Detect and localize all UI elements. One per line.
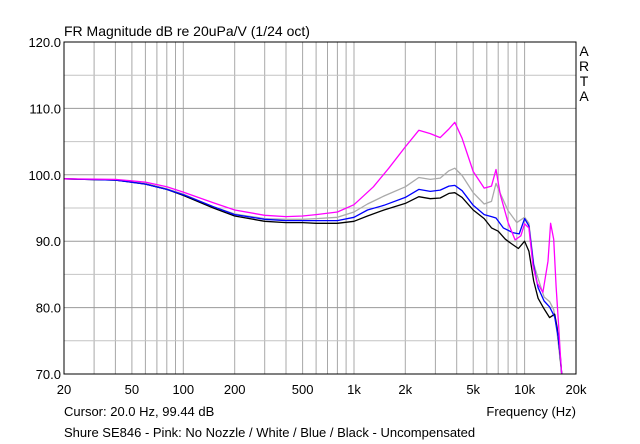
x-tick-label: 20k [566, 382, 587, 397]
x-tick-label: 1k [347, 382, 361, 397]
y-tick-label: 120.0 [28, 35, 61, 50]
series-line-black [63, 178, 563, 375]
x-axis-label: Frequency (Hz) [486, 404, 576, 419]
grid [64, 42, 576, 374]
x-tick-label: 20 [57, 382, 71, 397]
x-tick-label: 500 [292, 382, 314, 397]
cursor-readout: Cursor: 20.0 Hz, 99.44 dB [64, 404, 214, 419]
y-tick-label: 80.0 [36, 301, 61, 316]
watermark-letter: A [579, 43, 589, 59]
x-tick-label: 2k [398, 382, 412, 397]
plot-frame [63, 41, 577, 375]
y-tick-labels: 70.0 80.0 90.0 100.0 110.0 120.0 [28, 35, 61, 382]
x-tick-labels: 20 50 100 200 500 1k 2k 5k 10k 20k [57, 382, 587, 397]
chart-title: FR Magnitude dB re 20uPa/V (1/24 oct) [64, 23, 310, 39]
x-tick-label: 200 [224, 382, 246, 397]
series-line-pink-no-nozzle [63, 121, 563, 375]
watermark-letter: A [579, 88, 589, 104]
footer-caption: Shure SE846 - Pink: No Nozzle / White / … [64, 425, 475, 440]
x-tick-label: 100 [172, 382, 194, 397]
x-tick-label: 10k [514, 382, 535, 397]
x-tick-label: 50 [125, 382, 139, 397]
watermark-letter: R [579, 58, 589, 74]
y-tick-label: 110.0 [29, 101, 61, 116]
y-tick-label: 100.0 [28, 168, 61, 183]
series-layer [63, 121, 563, 375]
y-tick-label: 90.0 [36, 234, 61, 249]
y-tick-label: 70.0 [36, 367, 61, 382]
watermark-letter: T [580, 73, 589, 89]
x-tick-label: 5k [466, 382, 480, 397]
